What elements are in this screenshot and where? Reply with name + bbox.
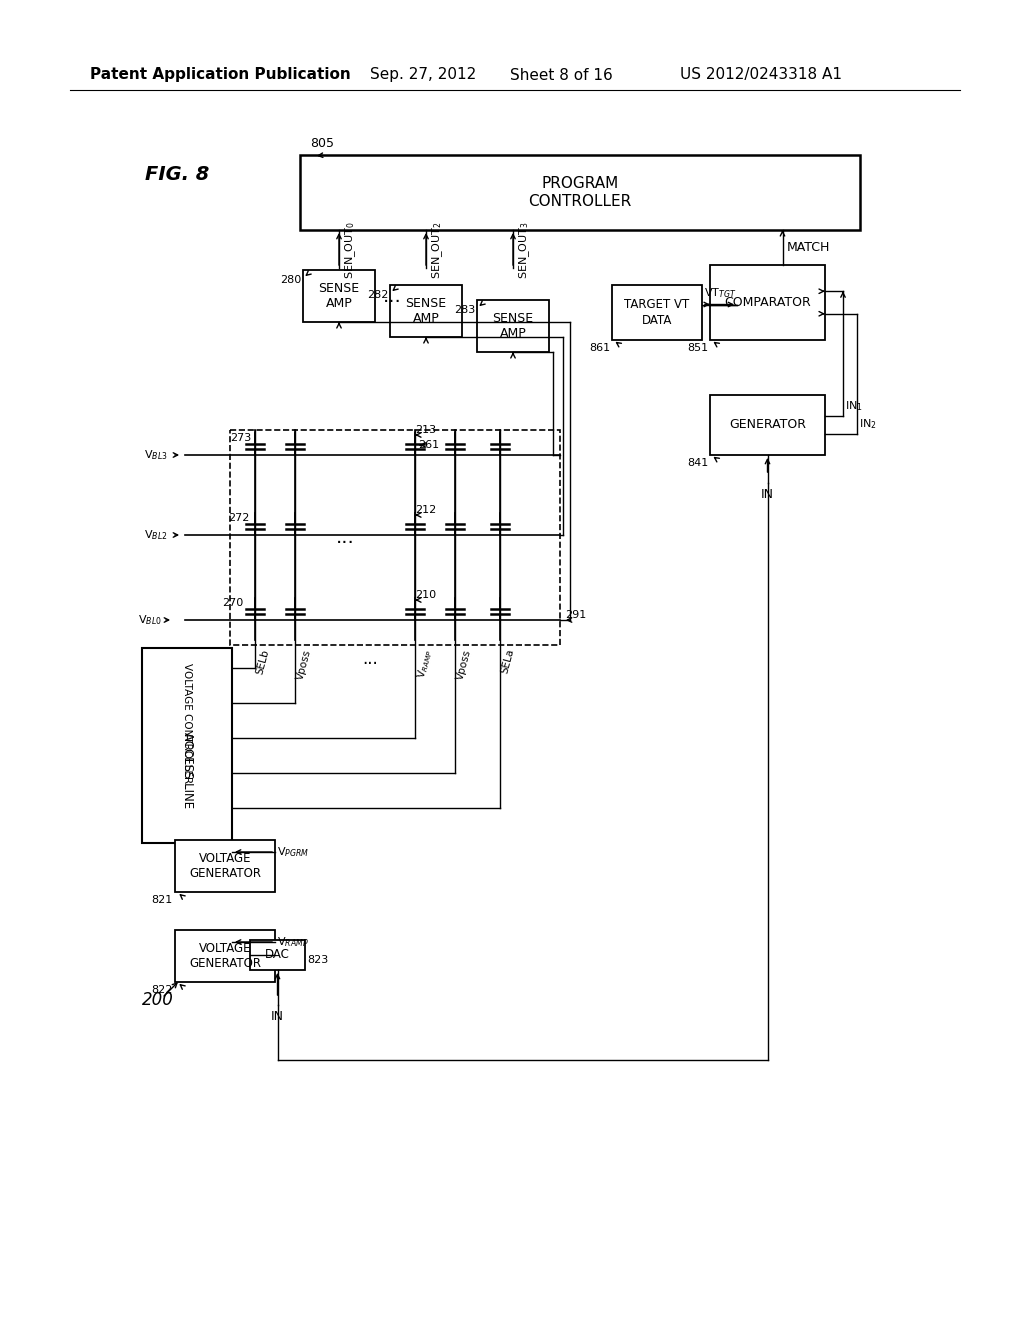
Text: V$_{PGRM}$: V$_{PGRM}$ [278,845,309,859]
Text: IN$_1$: IN$_1$ [845,399,863,413]
Bar [612,285,702,341]
Text: 283: 283 [454,305,475,315]
Bar [390,285,462,337]
Text: 213: 213 [415,425,436,436]
Text: COMPARATOR: COMPARATOR [724,296,811,309]
Text: SEN_OUT$_3$: SEN_OUT$_3$ [517,222,531,279]
Text: IN$_2$: IN$_2$ [859,417,877,432]
Text: VT$_{TGT}$: VT$_{TGT}$ [705,285,736,300]
Text: SEN_OUT$_0$: SEN_OUT$_0$ [343,220,357,279]
Text: 272: 272 [228,513,250,523]
Text: ACCESS LINE: ACCESS LINE [180,733,194,809]
Text: GENERATOR: GENERATOR [729,418,806,432]
Text: Sep. 27, 2012: Sep. 27, 2012 [370,67,476,82]
Text: 282: 282 [367,290,388,300]
Text: 851: 851 [687,343,708,352]
Bar [175,840,275,892]
Text: 261: 261 [418,440,439,450]
Text: 805: 805 [310,137,334,150]
Text: 212: 212 [415,506,436,515]
Text: V$_{BL0}$: V$_{BL0}$ [138,612,162,627]
Text: Vposs: Vposs [295,648,312,681]
Text: 822: 822 [152,985,173,995]
Text: Patent Application Publication: Patent Application Publication [90,67,351,82]
Text: 841: 841 [687,458,708,469]
Text: FIG. 8: FIG. 8 [145,165,209,185]
Text: V$_{BL3}$: V$_{BL3}$ [144,447,168,462]
Text: TARGET VT
DATA: TARGET VT DATA [625,298,689,326]
Bar [175,931,275,982]
Text: V$_{RAMP}$: V$_{RAMP}$ [278,935,309,949]
Text: 823: 823 [307,954,329,965]
Bar [250,940,305,970]
Text: ...: ... [336,528,354,546]
Text: IN: IN [761,488,774,502]
Text: 291: 291 [565,610,587,620]
Text: ...: ... [383,286,401,305]
Text: VOLTAGE
GENERATOR: VOLTAGE GENERATOR [189,942,261,970]
Bar [477,300,549,352]
Bar [303,271,375,322]
Text: Vposs: Vposs [455,648,473,681]
Text: IN: IN [271,1010,284,1023]
Text: 200: 200 [142,991,174,1008]
Bar [230,430,560,645]
Text: 270: 270 [222,598,244,609]
Bar [710,265,825,341]
Text: VOLTAGE
GENERATOR: VOLTAGE GENERATOR [189,851,261,880]
Text: SEN_OUT$_2$: SEN_OUT$_2$ [430,222,444,279]
Text: V$_{BL2}$: V$_{BL2}$ [144,528,168,543]
Text: ...: ... [362,649,378,668]
Text: SENSE
AMP: SENSE AMP [318,282,359,310]
Text: 273: 273 [230,433,251,444]
Text: MATCH: MATCH [786,242,829,253]
Bar [142,648,232,843]
Text: SELb: SELb [255,648,271,676]
Text: PROGRAM
CONTROLLER: PROGRAM CONTROLLER [528,177,632,209]
Text: 861: 861 [589,343,610,352]
Text: Sheet 8 of 16: Sheet 8 of 16 [510,67,612,82]
Bar [300,154,860,230]
Text: VOLTAGE CONTROLLER: VOLTAGE CONTROLLER [182,664,193,784]
Bar [710,395,825,455]
Text: 210: 210 [415,590,436,601]
Text: SENSE
AMP: SENSE AMP [406,297,446,325]
Text: DAC: DAC [265,949,290,961]
Text: 821: 821 [152,895,173,906]
Text: SENSE
AMP: SENSE AMP [493,312,534,341]
Text: SELa: SELa [500,648,516,675]
Text: US 2012/0243318 A1: US 2012/0243318 A1 [680,67,842,82]
Text: 280: 280 [280,275,301,285]
Text: V$_{RAMP}$: V$_{RAMP}$ [415,648,436,680]
